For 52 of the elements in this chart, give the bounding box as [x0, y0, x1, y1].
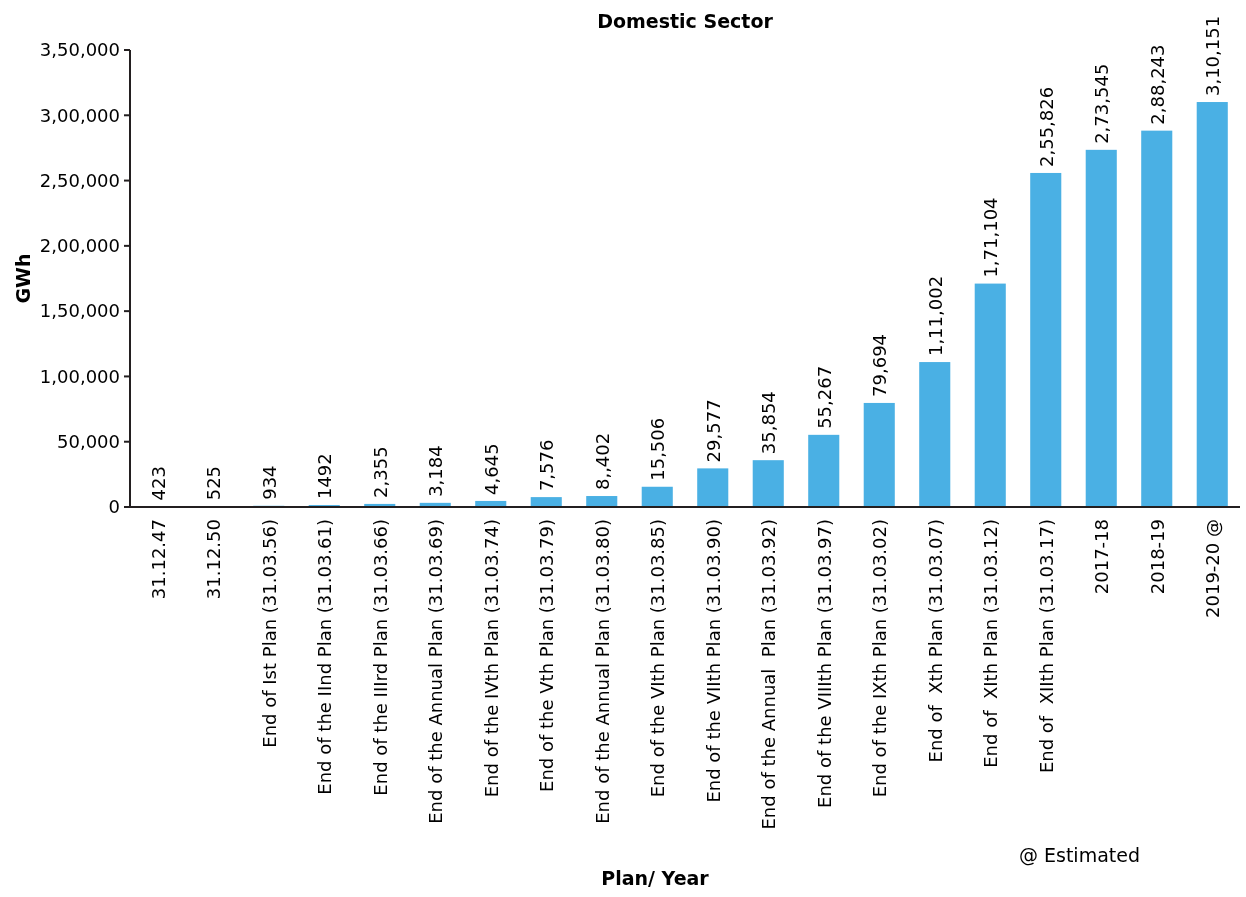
- data-label: 934: [258, 465, 280, 500]
- data-label: 2,73,545: [1091, 63, 1113, 144]
- y-tick-label: 0: [108, 496, 120, 518]
- data-label: 2,88,243: [1146, 44, 1168, 125]
- x-tick-label: End of Ist Plan (31.03.56): [258, 519, 280, 748]
- chart-title: Domestic Sector: [597, 10, 774, 32]
- y-tick-label: 3,00,000: [39, 104, 120, 126]
- data-label: 3,10,151: [1202, 15, 1224, 97]
- x-tick-label: End of the VIth Plan (31.03.85): [647, 519, 669, 798]
- data-label: 2,55,826: [1035, 86, 1057, 167]
- y-axis-title: GWh: [12, 253, 34, 304]
- x-tick-label: End of XIIth Plan (31.03.17): [1035, 519, 1057, 774]
- y-tick-label: 2,00,000: [39, 235, 120, 257]
- x-tick-label: 2018-19: [1146, 519, 1168, 595]
- x-tick-label: End of XIth Plan (31.03.12): [980, 519, 1002, 768]
- x-tick-label: End of the Annual Plan (31.03.69): [425, 519, 447, 824]
- y-tick-label: 1,50,000: [39, 300, 120, 322]
- y-tick-label: 2,50,000: [39, 169, 120, 191]
- data-label: 4,645: [480, 443, 502, 495]
- data-label: 8,,402: [591, 432, 613, 491]
- data-label: 29,577: [702, 399, 724, 463]
- data-label: 1492: [314, 453, 336, 500]
- y-tick-label: 1,00,000: [39, 365, 120, 387]
- data-label: 2,355: [369, 446, 391, 498]
- data-label: 35,854: [758, 391, 780, 455]
- x-tick-label: 2019-20 @: [1202, 519, 1224, 618]
- data-label: 1,71,104: [980, 197, 1002, 278]
- x-tick-label: End of the Annual Plan (31.03.92): [758, 519, 780, 830]
- x-tick-label: End of the IXth Plan (31.03.02): [869, 519, 891, 798]
- x-tick-label: End of the IVth Plan (31.03.74): [480, 519, 502, 798]
- x-tick-label: End of the Annual Plan (31.03.80): [591, 519, 613, 824]
- data-label: 15,506: [647, 417, 669, 481]
- data-label: 1,11,002: [924, 275, 946, 357]
- data-label: 3,184: [425, 445, 447, 497]
- data-label: 525: [203, 465, 225, 501]
- x-axis-title: Plan/ Year: [601, 867, 710, 889]
- y-tick-label: 50,000: [57, 431, 120, 453]
- y-tick-label: 3,50,000: [39, 39, 120, 61]
- x-tick-label: 2017-18: [1091, 519, 1113, 595]
- x-tick-label: End of Xth Plan (31.03.07): [924, 519, 946, 763]
- x-tick-label: 31.12.50: [203, 519, 225, 600]
- data-label: 55,267: [813, 365, 835, 429]
- text: @ Estimated: [1018, 844, 1140, 866]
- x-tick-label: End of the VIIIth Plan (31.03.97): [813, 519, 835, 808]
- x-tick-label: End of the IIIrd Plan (31.03.66): [369, 519, 391, 796]
- x-tick-label: End of the VIIth Plan (31.03.90): [702, 519, 724, 803]
- data-label: 7,576: [536, 439, 558, 492]
- x-tick-label: 31.12.47: [147, 519, 169, 600]
- x-tick-label: End of the IInd Plan (31.03.61): [314, 519, 336, 795]
- data-label: 79,694: [869, 333, 891, 397]
- data-label: 423: [147, 466, 169, 501]
- x-tick-label: End of the Vth Plan (31.03.79): [536, 519, 558, 792]
